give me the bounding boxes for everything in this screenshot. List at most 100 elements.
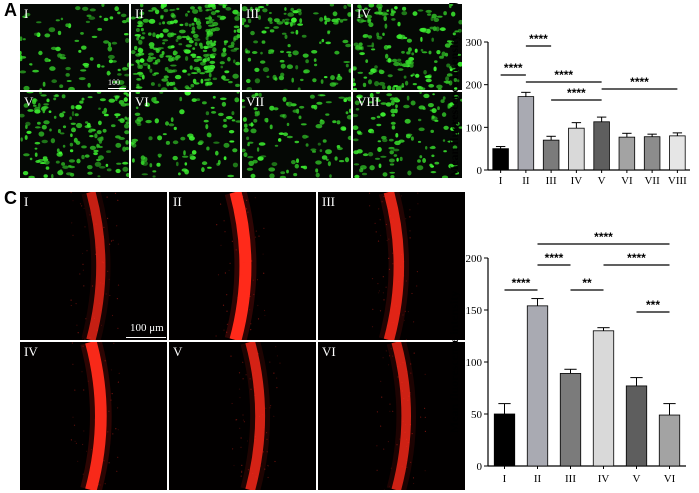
micrograph-a-label: I bbox=[24, 6, 29, 21]
tissue-band-c-2 bbox=[215, 192, 266, 340]
micrograph-c-4: IV bbox=[20, 342, 167, 490]
micrograph-a-label: III bbox=[246, 6, 259, 21]
y-tick-label: 100 bbox=[466, 357, 483, 369]
significance-label: **** bbox=[627, 251, 646, 265]
bar-IV bbox=[592, 330, 615, 467]
tissue-band-c-1 bbox=[70, 192, 120, 340]
y-tick-label: 300 bbox=[466, 37, 483, 49]
cell-field-a-7 bbox=[242, 92, 351, 178]
y-tick-label: 200 bbox=[466, 80, 483, 92]
scale-bar-a-label: 100 μm bbox=[108, 78, 120, 90]
y-tick-label: 50 bbox=[471, 409, 483, 421]
micrograph-a-1: I 100 μm bbox=[20, 4, 129, 90]
panel-label-a: A bbox=[4, 0, 17, 20]
chart-d: Mean fluorescence intensity 0 50 100 150 200 I… bbox=[440, 232, 698, 492]
x-tick-label: III bbox=[565, 473, 576, 485]
x-tick-label: V bbox=[633, 473, 641, 485]
scale-bar-a bbox=[108, 88, 126, 89]
micrograph-a-2: II bbox=[131, 4, 240, 90]
micrograph-a-8: VIII bbox=[353, 92, 462, 178]
significance-label: **** bbox=[504, 61, 523, 75]
bar-III bbox=[542, 139, 560, 171]
significance-label: **** bbox=[630, 75, 649, 89]
scale-bar-c-label: 100 μm bbox=[130, 322, 164, 334]
x-tick-label: VI bbox=[621, 175, 633, 187]
micrograph-c-label: IV bbox=[24, 344, 38, 359]
y-tick-label: 0 bbox=[477, 461, 483, 473]
bar-VII bbox=[643, 136, 661, 171]
tissue-band-c-6 bbox=[376, 342, 426, 490]
micrograph-c-1: I 100 μm bbox=[20, 192, 167, 340]
micrograph-a-4: IV bbox=[353, 4, 462, 90]
micrograph-c-6: VI bbox=[318, 342, 465, 490]
bar-VIII bbox=[669, 135, 686, 171]
micrograph-a-label: VI bbox=[135, 94, 149, 109]
cell-field-a-2 bbox=[131, 4, 240, 90]
y-axis-label: Mean fluorescence intensity bbox=[447, 35, 461, 177]
cell-field-a-6 bbox=[131, 92, 240, 178]
bar-I bbox=[493, 413, 516, 467]
x-tick-label: V bbox=[598, 175, 606, 187]
cell-field-a-4 bbox=[353, 4, 462, 90]
cell-field-a-8 bbox=[353, 92, 462, 178]
significance-label: ** bbox=[582, 276, 592, 290]
y-tick-label: 150 bbox=[466, 305, 483, 317]
y-tick-label: 100 bbox=[466, 122, 483, 134]
cell-field-a-5 bbox=[20, 92, 129, 178]
bar-II bbox=[517, 96, 535, 171]
significance-label: **** bbox=[594, 232, 613, 244]
micrograph-c-5: V bbox=[169, 342, 316, 490]
y-tick-label: 0 bbox=[477, 165, 483, 177]
micrograph-a-label: II bbox=[135, 6, 144, 21]
x-tick-label: II bbox=[534, 473, 542, 485]
micrograph-c-2: II bbox=[169, 192, 316, 340]
scale-bar-c bbox=[126, 337, 166, 338]
micrograph-c-label: II bbox=[173, 194, 182, 209]
micrograph-a-label: IV bbox=[357, 6, 371, 21]
tissue-band-c-4 bbox=[70, 342, 120, 490]
chart-d-svg: Mean fluorescence intensity 0 50 100 150 200 I… bbox=[447, 232, 686, 485]
micrograph-a-label: VIII bbox=[357, 94, 380, 109]
micrograph-c-label: III bbox=[322, 194, 335, 209]
panel-label-c: C bbox=[4, 188, 17, 208]
bar-I bbox=[492, 148, 509, 171]
micrograph-c-label: V bbox=[173, 344, 183, 359]
micrograph-a-5: V bbox=[20, 92, 129, 178]
tissue-band-c-5 bbox=[230, 342, 281, 490]
significance-label: **** bbox=[512, 276, 531, 290]
micrograph-a-label: V bbox=[24, 94, 34, 109]
significance-label: **** bbox=[529, 32, 548, 46]
x-tick-label: IV bbox=[598, 473, 610, 485]
x-tick-label: IV bbox=[571, 175, 583, 187]
x-tick-label: I bbox=[503, 473, 507, 485]
y-tick-label: 200 bbox=[466, 253, 483, 265]
x-tick-label: VI bbox=[664, 473, 676, 485]
micrograph-c-label: VI bbox=[322, 344, 336, 359]
x-tick-label: III bbox=[546, 175, 557, 187]
x-tick-label: VIII bbox=[668, 175, 687, 187]
x-tick-label: I bbox=[499, 175, 503, 187]
x-tick-label: II bbox=[522, 175, 530, 187]
bar-III bbox=[559, 373, 582, 467]
micrograph-c-3: III bbox=[318, 192, 465, 340]
micrograph-a-7: VII bbox=[242, 92, 351, 178]
significance-label: *** bbox=[646, 298, 660, 312]
significance-label: **** bbox=[567, 86, 586, 100]
micrograph-c-label: I bbox=[24, 194, 29, 209]
y-axis-label: Mean fluorescence intensity bbox=[447, 291, 461, 433]
bar-V bbox=[593, 121, 610, 171]
x-tick-label: VII bbox=[644, 175, 660, 187]
significance-label: **** bbox=[545, 251, 564, 265]
micrograph-a-6: VI bbox=[131, 92, 240, 178]
tissue-band-c-3 bbox=[368, 192, 419, 340]
bar-II bbox=[526, 305, 549, 467]
significance-label: **** bbox=[554, 68, 573, 82]
micrograph-a-label: VII bbox=[246, 94, 265, 109]
bar-IV bbox=[568, 127, 585, 171]
bar-V bbox=[625, 385, 648, 467]
chart-b: Mean fluorescence intensity 0 100 200 300 I II… bbox=[440, 20, 698, 190]
bar-VI bbox=[618, 136, 636, 171]
cell-field-a-3 bbox=[242, 4, 351, 90]
micrograph-a-3: III bbox=[242, 4, 351, 90]
